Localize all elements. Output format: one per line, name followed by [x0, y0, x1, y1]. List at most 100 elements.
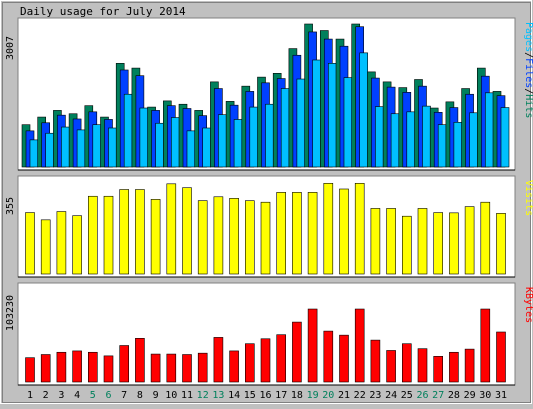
y-max-label: 103230: [5, 295, 16, 331]
bar-pages-18: [296, 78, 306, 168]
bar-pages-3: [61, 126, 70, 168]
bar-pages-24: [390, 113, 400, 168]
day-label-5: 5: [90, 390, 96, 401]
bar-kbytes-10: [166, 353, 177, 383]
day-label-2: 2: [43, 390, 49, 401]
bar-pages-17: [280, 88, 290, 168]
day-label-29: 29: [464, 390, 476, 401]
legend-text: Visits: [523, 180, 533, 216]
legend: Visits: [523, 180, 533, 216]
bar-pages-20: [327, 63, 337, 168]
bar-kbytes-4: [72, 350, 82, 383]
bar-kbytes-13: [213, 337, 224, 383]
legend-hits: Hits: [523, 94, 533, 118]
bar-kbytes-7: [119, 345, 129, 383]
bar-kbytes-3: [56, 351, 67, 383]
bar-visits-28: [449, 212, 459, 275]
day-label-25: 25: [401, 390, 413, 401]
legend-pages: Pages: [523, 22, 533, 52]
bar-visits-24: [386, 208, 396, 275]
bar-kbytes-11: [182, 354, 192, 383]
day-label-7: 7: [121, 390, 127, 401]
day-label-26: 26: [416, 390, 428, 401]
bar-kbytes-29: [464, 348, 475, 383]
bar-kbytes-12: [197, 352, 208, 383]
bar-visits-5: [88, 195, 98, 275]
bar-kbytes-23: [370, 339, 381, 383]
bar-pages-31: [500, 107, 510, 168]
bar-kbytes-24: [386, 350, 396, 383]
day-label-10: 10: [165, 390, 177, 401]
bar-pages-11: [186, 130, 196, 168]
legend: Pages/Files/Hits: [523, 22, 533, 118]
chart-title: Daily usage for July 2014: [20, 5, 186, 18]
bar-kbytes-14: [229, 350, 239, 383]
bar-visits-15: [245, 200, 255, 275]
bar-pages-30: [484, 92, 494, 168]
bar-kbytes-28: [449, 351, 459, 383]
day-labels: 1 2 3 4 5 6 7 8 9 10 11 12 13 14 15 16 17 18 19 20 21 22 23 24 2…: [27, 390, 507, 401]
bar-kbytes-20: [323, 330, 334, 383]
bar-pages-7: [123, 93, 133, 168]
bar-pages-23: [375, 106, 384, 168]
day-label-13: 13: [212, 390, 224, 401]
bar-visits-8: [135, 189, 145, 275]
bar-visits-18: [292, 192, 302, 275]
bar-pages-1: [29, 139, 39, 168]
day-label-22: 22: [354, 390, 366, 401]
bar-pages-29: [469, 112, 478, 168]
bar-visits-9: [150, 199, 161, 275]
outer-border-dark: [2, 2, 531, 403]
day-label-27: 27: [432, 390, 444, 401]
bar-pages-28: [453, 121, 463, 168]
bar-visits-25: [401, 215, 412, 275]
bar-pages-12: [202, 127, 211, 168]
bar-kbytes-30: [480, 308, 491, 383]
bar-kbytes-6: [103, 355, 114, 383]
day-label-19: 19: [307, 390, 319, 401]
panel-kbytes: 103230 KBytes: [5, 282, 533, 386]
bar-kbytes-16: [260, 338, 271, 383]
day-label-20: 20: [322, 390, 334, 401]
y-max-label: 355: [5, 197, 16, 215]
bar-pages-26: [422, 105, 431, 168]
bar-visits-10: [166, 183, 177, 275]
bar-visits-30: [480, 201, 491, 275]
bar-kbytes-8: [135, 338, 145, 383]
day-label-21: 21: [338, 390, 350, 401]
day-label-6: 6: [105, 390, 111, 401]
bar-visits-21: [339, 188, 349, 275]
bar-kbytes-19: [307, 308, 318, 383]
legend-files: Files: [523, 58, 533, 88]
bar-visits-2: [40, 219, 51, 275]
bar-visits-13: [213, 196, 224, 275]
bar-visits-22: [354, 182, 365, 275]
panel-hits_files_pages: 3007 Pages/Files/Hits: [5, 17, 533, 171]
bar-visits-7: [119, 189, 129, 275]
bar-visits-23: [370, 208, 381, 275]
bar-kbytes-25: [401, 343, 412, 383]
day-label-9: 9: [153, 390, 159, 401]
bar-visits-27: [433, 212, 444, 275]
bar-pages-16: [265, 103, 274, 168]
bar-pages-25: [406, 111, 416, 168]
day-label-15: 15: [244, 390, 256, 401]
bar-pages-27: [437, 124, 447, 168]
day-label-30: 30: [479, 390, 491, 401]
bar-visits-16: [260, 201, 271, 275]
bar-visits-14: [229, 198, 239, 275]
bar-pages-2: [45, 132, 55, 168]
bar-visits-1: [25, 212, 35, 275]
bar-kbytes-22: [354, 308, 365, 383]
day-label-14: 14: [228, 390, 240, 401]
bar-visits-20: [323, 182, 334, 275]
bar-visits-26: [417, 208, 428, 275]
bar-pages-15: [249, 106, 259, 168]
legend-separator: /: [523, 88, 533, 94]
bar-kbytes-1: [25, 357, 35, 383]
bar-visits-4: [72, 215, 82, 275]
bar-kbytes-27: [433, 356, 444, 383]
legend-kbytes: KBytes: [523, 287, 533, 323]
bar-visits-31: [496, 213, 506, 275]
